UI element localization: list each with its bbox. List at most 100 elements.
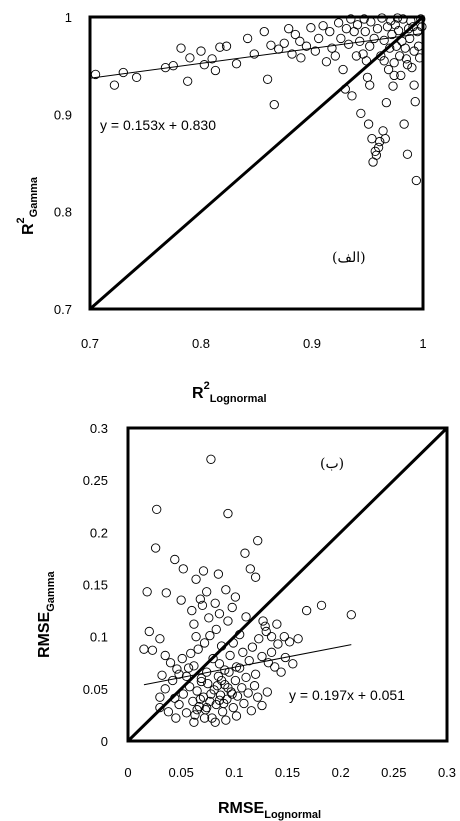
- scatter-point: [204, 613, 214, 623]
- scatter-point: [369, 33, 379, 44]
- scatter-point: [363, 119, 374, 129]
- scatter-point: [301, 41, 312, 51]
- scatter-point: [249, 49, 259, 59]
- fit-line: [89, 33, 424, 79]
- scatter-point: [260, 621, 270, 631]
- scatter-point: [269, 99, 279, 110]
- scatter-point: [321, 57, 332, 67]
- scatter-point: [365, 80, 375, 90]
- scatter-point: [163, 707, 174, 717]
- scatter-point: [406, 16, 416, 26]
- x-tick-label: 0.9: [303, 336, 321, 351]
- scatter-point: [239, 698, 249, 709]
- scatter-point: [155, 634, 165, 644]
- x-axis-label-main: RMSE: [218, 800, 265, 817]
- scatter-point: [246, 706, 256, 716]
- scatter-point: [378, 126, 388, 136]
- fit-equation-b: y = 0.197x + 0.051: [289, 687, 405, 703]
- identity-line: [89, 15, 424, 311]
- scatter-point: [336, 33, 346, 44]
- identity-line: [126, 426, 449, 743]
- scatter-point: [109, 80, 120, 90]
- scatter-point: [181, 708, 192, 718]
- scatter-point: [276, 667, 286, 677]
- scatter-point: [174, 669, 184, 679]
- scatter-point: [395, 51, 405, 61]
- scatter-point: [192, 705, 202, 715]
- y-tick-label: 0.8: [54, 205, 72, 220]
- scatter-point: [174, 699, 184, 710]
- panel-label-a: (الف): [332, 250, 366, 266]
- scatter-point: [253, 536, 263, 546]
- scatter-point: [360, 26, 370, 37]
- scatter-point: [238, 647, 248, 657]
- scatter-point: [198, 566, 209, 576]
- x-tick-label: 0.05: [169, 765, 194, 780]
- scatter-point: [142, 587, 152, 597]
- scatter-point: [247, 642, 258, 652]
- scatter-point: [203, 678, 213, 689]
- scatter-point: [346, 610, 356, 620]
- scatter-point: [197, 600, 208, 611]
- scatter-point: [279, 632, 289, 642]
- scatter-point: [280, 652, 291, 663]
- scatter-point: [215, 42, 225, 52]
- x-tick-label: 0.3: [438, 765, 456, 780]
- scatter-point: [244, 656, 254, 666]
- x-axis-label-main: R: [192, 385, 204, 402]
- y-axis-label-sup: 2: [15, 217, 27, 223]
- scatter-point: [188, 696, 198, 707]
- scatter-point: [189, 619, 199, 629]
- scatter-point: [199, 60, 209, 70]
- scatter-point: [176, 595, 186, 605]
- scatter-point: [131, 72, 142, 82]
- scatter-point: [183, 76, 193, 86]
- scatter-point: [365, 41, 375, 51]
- scatter-point: [254, 634, 264, 644]
- scatter-point: [234, 629, 245, 640]
- scatter-point: [409, 80, 419, 90]
- scatter-point: [266, 647, 277, 657]
- scatter-point: [375, 136, 385, 147]
- scatter-point: [231, 59, 242, 69]
- scatter-point: [270, 662, 280, 672]
- tick-labels-a: 0.7 0.8 0.9 1 0.7 0.8 0.9 1: [54, 10, 427, 351]
- scatter-point: [185, 682, 195, 692]
- scatter-point: [393, 25, 404, 36]
- scatter-point: [295, 36, 305, 46]
- scatter-point: [362, 72, 373, 82]
- scatter-point: [195, 594, 205, 604]
- y-axis-label-a: R2Gamma: [15, 176, 40, 235]
- scatter-point: [402, 149, 413, 159]
- scatter-point: [189, 717, 199, 727]
- scatter-point: [310, 46, 320, 56]
- scatter-point: [399, 119, 409, 129]
- scatter-point: [216, 641, 227, 651]
- scatter-point: [177, 653, 187, 664]
- scatter-point: [241, 612, 251, 622]
- scatter-point: [361, 56, 372, 66]
- scatter-point: [266, 632, 277, 642]
- scatter-point: [351, 51, 362, 61]
- scatter-point: [215, 690, 226, 700]
- scatter-point: [284, 637, 295, 647]
- scatter-point: [257, 651, 267, 662]
- scatter-point: [389, 58, 399, 68]
- plot-frame-b: [126, 426, 449, 743]
- scatter-point: [230, 675, 241, 686]
- scatter-point: [147, 645, 158, 655]
- scatter-point: [199, 713, 210, 723]
- fit-equation-a: y = 0.153x + 0.830: [100, 117, 216, 133]
- scatter-point: [314, 33, 324, 44]
- scatter-point: [284, 24, 294, 34]
- scatter-point: [366, 17, 376, 27]
- scatter-point: [181, 671, 192, 681]
- scatter-point: [413, 41, 424, 51]
- scatter-point: [240, 548, 250, 558]
- scatter-point: [415, 53, 425, 63]
- scatter-point: [410, 97, 420, 107]
- x-tick-label: 1: [419, 336, 426, 351]
- scatter-point: [176, 43, 186, 53]
- scatter-point: [409, 46, 419, 56]
